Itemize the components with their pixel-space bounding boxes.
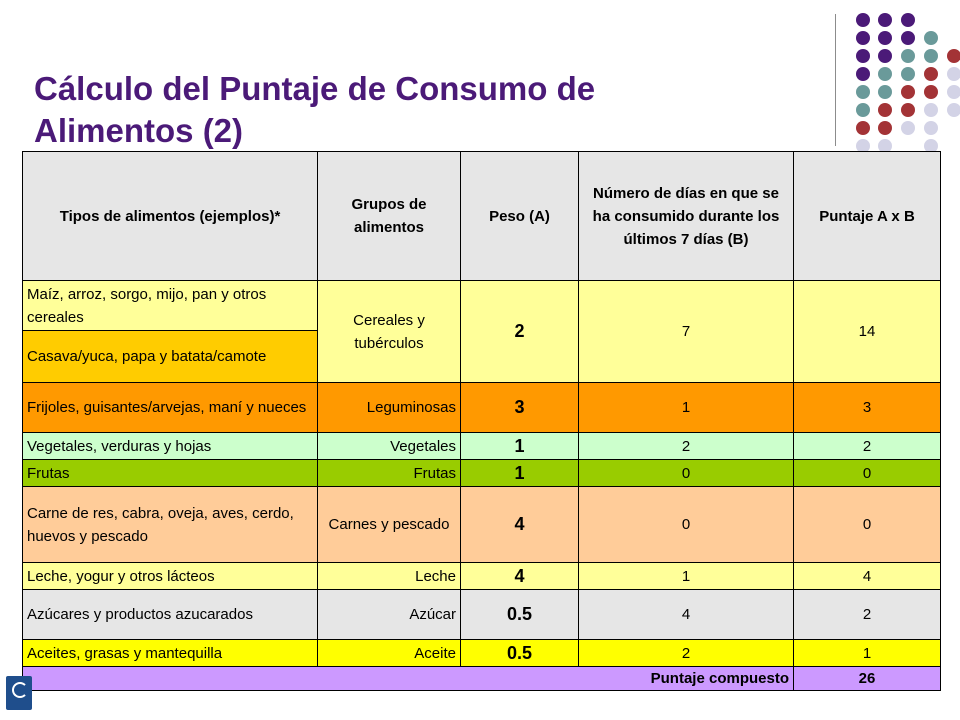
cell-tipo: Maíz, arroz, sorgo, mijo, pan y otros ce… — [22, 280, 318, 331]
decorative-dot — [901, 13, 915, 27]
decorative-dot — [878, 139, 892, 153]
decorative-dot — [924, 31, 938, 45]
cell-tipo: Azúcares y productos azucarados — [22, 589, 318, 640]
cell-puntaje: 2 — [793, 589, 941, 640]
cell-grupo: Aceite — [317, 639, 461, 667]
table-row: Maíz, arroz, sorgo, mijo, pan y otros ce… — [22, 280, 941, 383]
cell-dias: 7 — [578, 280, 794, 383]
total-label: Puntaje compuesto — [22, 666, 794, 691]
cell-puntaje: 4 — [793, 562, 941, 590]
decorative-dot — [947, 67, 960, 81]
decorative-dot — [947, 85, 960, 99]
cell-grupo: Cereales y tubérculos — [317, 280, 461, 383]
cell-peso: 1 — [460, 459, 579, 487]
cell-tipo: Leche, yogur y otros lácteos — [22, 562, 318, 590]
decorative-dot — [924, 121, 938, 135]
table-row: Casava/yuca, papa y batata/camote — [22, 330, 941, 383]
header-peso: Peso (A) — [460, 151, 579, 281]
table-row: Carne de res, cabra, oveja, aves, cerdo,… — [22, 486, 941, 563]
cell-grupo: Leguminosas — [317, 382, 461, 433]
organization-logo — [6, 676, 32, 710]
cell-peso: 0.5 — [460, 639, 579, 667]
decorative-dot — [856, 49, 870, 63]
decorative-dot — [878, 49, 892, 63]
decorative-dot — [878, 103, 892, 117]
cell-grupo: Vegetales — [317, 432, 461, 460]
decorative-dots — [856, 13, 960, 153]
decorative-dot — [878, 121, 892, 135]
cell-grupo: Carnes y pescado — [317, 486, 461, 563]
decorative-dot — [924, 139, 938, 153]
cell-puntaje: 0 — [793, 486, 941, 563]
decorative-dot — [878, 13, 892, 27]
cell-puntaje: 1 — [793, 639, 941, 667]
decorative-dot — [924, 85, 938, 99]
cell-puntaje: 14 — [793, 280, 941, 383]
cell-dias: 4 — [578, 589, 794, 640]
cell-peso: 3 — [460, 382, 579, 433]
decorative-dot — [901, 121, 915, 135]
cell-peso: 0.5 — [460, 589, 579, 640]
food-score-table: Tipos de alimentos (ejemplos)* Grupos de… — [22, 151, 941, 691]
page-title: Cálculo del Puntaje de Consumo de Alimen… — [34, 70, 596, 149]
decorative-dot — [901, 103, 915, 117]
decorative-dot — [856, 139, 870, 153]
decorative-dot — [947, 49, 960, 63]
table-row: Frijoles, guisantes/arvejas, maní y nuec… — [22, 382, 941, 433]
decorative-divider — [835, 14, 836, 146]
table-row: Aceites, grasas y mantequilla Aceite 0.5… — [22, 639, 941, 667]
cell-dias: 1 — [578, 382, 794, 433]
decorative-dot — [856, 103, 870, 117]
table-total-row: Puntaje compuesto 26 — [22, 666, 941, 691]
table-row: Vegetales, verduras y hojas Vegetales 1 … — [22, 432, 941, 460]
cell-tipo: Casava/yuca, papa y batata/camote — [22, 330, 318, 383]
decorative-dot — [924, 67, 938, 81]
decorative-dot — [856, 31, 870, 45]
decorative-dot — [924, 49, 938, 63]
decorative-dot — [856, 85, 870, 99]
cell-dias: 0 — [578, 486, 794, 563]
cell-peso: 2 — [460, 280, 579, 383]
cell-grupo: Leche — [317, 562, 461, 590]
decorative-dot — [856, 121, 870, 135]
header-puntaje: Puntaje A x B — [793, 151, 941, 281]
decorative-dot — [878, 31, 892, 45]
decorative-dot — [901, 31, 915, 45]
cell-dias: 2 — [578, 639, 794, 667]
table-row: Azúcares y productos azucarados Azúcar 0… — [22, 589, 941, 640]
decorative-dot — [947, 103, 960, 117]
table-header-row: Tipos de alimentos (ejemplos)* Grupos de… — [22, 151, 941, 281]
cell-puntaje: 0 — [793, 459, 941, 487]
decorative-dot — [856, 13, 870, 27]
cell-tipo: Frutas — [22, 459, 318, 487]
decorative-dot — [924, 103, 938, 117]
decorative-dot — [901, 49, 915, 63]
decorative-dot — [856, 67, 870, 81]
cell-grupo: Azúcar — [317, 589, 461, 640]
cell-peso: 4 — [460, 562, 579, 590]
table-row: Frutas Frutas 1 0 0 — [22, 459, 941, 487]
cell-tipo: Aceites, grasas y mantequilla — [22, 639, 318, 667]
cell-tipo: Vegetales, verduras y hojas — [22, 432, 318, 460]
cell-peso: 1 — [460, 432, 579, 460]
header-tipos: Tipos de alimentos (ejemplos)* — [22, 151, 318, 281]
decorative-dot — [901, 85, 915, 99]
table-row: Leche, yogur y otros lácteos Leche 4 1 4 — [22, 562, 941, 590]
cell-dias: 0 — [578, 459, 794, 487]
cell-dias: 1 — [578, 562, 794, 590]
decorative-dot — [878, 85, 892, 99]
total-value: 26 — [793, 666, 941, 691]
cell-tipo: Carne de res, cabra, oveja, aves, cerdo,… — [22, 486, 318, 563]
cell-puntaje: 3 — [793, 382, 941, 433]
header-dias: Número de días en que se ha consumido du… — [578, 151, 794, 281]
cell-grupo: Frutas — [317, 459, 461, 487]
cell-peso: 4 — [460, 486, 579, 563]
cell-tipo: Frijoles, guisantes/arvejas, maní y nuec… — [22, 382, 318, 433]
decorative-dot — [901, 67, 915, 81]
cell-dias: 2 — [578, 432, 794, 460]
decorative-dot — [878, 67, 892, 81]
cell-puntaje: 2 — [793, 432, 941, 460]
header-grupos: Grupos de alimentos — [317, 151, 461, 281]
